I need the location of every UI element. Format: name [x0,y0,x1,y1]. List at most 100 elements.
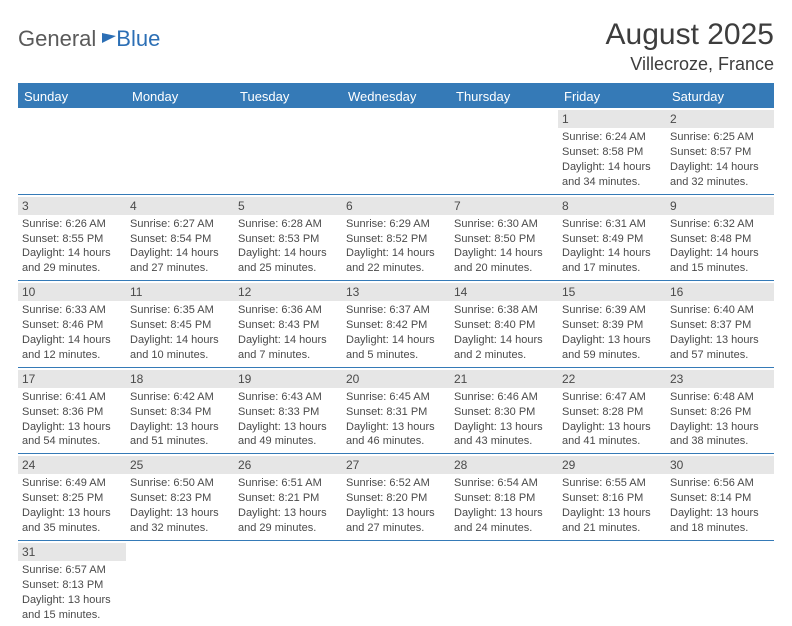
day-number: 20 [342,370,450,388]
day-cell: 15Sunrise: 6:39 AMSunset: 8:39 PMDayligh… [558,281,666,367]
day-cell: 29Sunrise: 6:55 AMSunset: 8:16 PMDayligh… [558,454,666,540]
daylight-line: Daylight: 13 hours and 21 minutes. [562,506,662,536]
day-cell: 11Sunrise: 6:35 AMSunset: 8:45 PMDayligh… [126,281,234,367]
day-cell: 18Sunrise: 6:42 AMSunset: 8:34 PMDayligh… [126,368,234,454]
sunrise-line: Sunrise: 6:33 AM [22,303,122,318]
logo-text-general: General [18,26,96,52]
day-number: 7 [450,197,558,215]
day-cell: 7Sunrise: 6:30 AMSunset: 8:50 PMDaylight… [450,195,558,281]
day-number: 13 [342,283,450,301]
sunrise-line: Sunrise: 6:49 AM [22,476,122,491]
weekday-header-cell: Monday [126,85,234,108]
sunset-line: Sunset: 8:25 PM [22,491,122,506]
day-number: 18 [126,370,234,388]
day-number: 28 [450,456,558,474]
sunset-line: Sunset: 8:42 PM [346,318,446,333]
day-cell: 4Sunrise: 6:27 AMSunset: 8:54 PMDaylight… [126,195,234,281]
day-cell: 23Sunrise: 6:48 AMSunset: 8:26 PMDayligh… [666,368,774,454]
calendar: SundayMondayTuesdayWednesdayThursdayFrid… [18,83,774,626]
day-cell: 31Sunrise: 6:57 AMSunset: 8:13 PMDayligh… [18,541,126,626]
empty-cell [666,541,774,626]
weekday-header-cell: Thursday [450,85,558,108]
sunrise-line: Sunrise: 6:56 AM [670,476,770,491]
empty-cell [342,541,450,626]
sunrise-line: Sunrise: 6:46 AM [454,390,554,405]
sunrise-line: Sunrise: 6:37 AM [346,303,446,318]
empty-cell [234,541,342,626]
page-header: General Blue August 2025 Villecroze, Fra… [18,18,774,75]
sunset-line: Sunset: 8:21 PM [238,491,338,506]
sunrise-line: Sunrise: 6:50 AM [130,476,230,491]
day-number: 12 [234,283,342,301]
day-cell: 24Sunrise: 6:49 AMSunset: 8:25 PMDayligh… [18,454,126,540]
sunrise-line: Sunrise: 6:25 AM [670,130,770,145]
sunset-line: Sunset: 8:33 PM [238,405,338,420]
daylight-line: Daylight: 13 hours and 43 minutes. [454,420,554,450]
sunrise-line: Sunrise: 6:51 AM [238,476,338,491]
daylight-line: Daylight: 14 hours and 2 minutes. [454,333,554,363]
day-number: 9 [666,197,774,215]
empty-cell [18,108,126,194]
day-number: 5 [234,197,342,215]
day-cell: 21Sunrise: 6:46 AMSunset: 8:30 PMDayligh… [450,368,558,454]
day-cell: 25Sunrise: 6:50 AMSunset: 8:23 PMDayligh… [126,454,234,540]
logo-arrow-icon [102,31,116,43]
daylight-line: Daylight: 14 hours and 32 minutes. [670,160,770,190]
sunset-line: Sunset: 8:14 PM [670,491,770,506]
sunrise-line: Sunrise: 6:31 AM [562,217,662,232]
sunrise-line: Sunrise: 6:29 AM [346,217,446,232]
day-number: 14 [450,283,558,301]
daylight-line: Daylight: 13 hours and 29 minutes. [238,506,338,536]
day-cell: 30Sunrise: 6:56 AMSunset: 8:14 PMDayligh… [666,454,774,540]
sunset-line: Sunset: 8:40 PM [454,318,554,333]
sunset-line: Sunset: 8:55 PM [22,232,122,247]
day-number: 19 [234,370,342,388]
sunset-line: Sunset: 8:57 PM [670,145,770,160]
day-number: 11 [126,283,234,301]
week-row: 10Sunrise: 6:33 AMSunset: 8:46 PMDayligh… [18,281,774,368]
day-number: 31 [18,543,126,561]
sunset-line: Sunset: 8:36 PM [22,405,122,420]
daylight-line: Daylight: 14 hours and 20 minutes. [454,246,554,276]
daylight-line: Daylight: 13 hours and 41 minutes. [562,420,662,450]
weekday-header-cell: Friday [558,85,666,108]
sunrise-line: Sunrise: 6:54 AM [454,476,554,491]
day-number: 21 [450,370,558,388]
daylight-line: Daylight: 13 hours and 27 minutes. [346,506,446,536]
sunrise-line: Sunrise: 6:47 AM [562,390,662,405]
day-number: 25 [126,456,234,474]
sunrise-line: Sunrise: 6:35 AM [130,303,230,318]
daylight-line: Daylight: 13 hours and 49 minutes. [238,420,338,450]
week-row: 1Sunrise: 6:24 AMSunset: 8:58 PMDaylight… [18,108,774,195]
sunset-line: Sunset: 8:39 PM [562,318,662,333]
daylight-line: Daylight: 14 hours and 25 minutes. [238,246,338,276]
sunrise-line: Sunrise: 6:36 AM [238,303,338,318]
sunrise-line: Sunrise: 6:38 AM [454,303,554,318]
day-cell: 1Sunrise: 6:24 AMSunset: 8:58 PMDaylight… [558,108,666,194]
day-cell: 28Sunrise: 6:54 AMSunset: 8:18 PMDayligh… [450,454,558,540]
daylight-line: Daylight: 13 hours and 15 minutes. [22,593,122,623]
sunset-line: Sunset: 8:45 PM [130,318,230,333]
empty-cell [126,108,234,194]
weekday-header-cell: Sunday [18,85,126,108]
sunrise-line: Sunrise: 6:57 AM [22,563,122,578]
daylight-line: Daylight: 14 hours and 15 minutes. [670,246,770,276]
daylight-line: Daylight: 13 hours and 24 minutes. [454,506,554,536]
daylight-line: Daylight: 14 hours and 34 minutes. [562,160,662,190]
sunrise-line: Sunrise: 6:27 AM [130,217,230,232]
sunset-line: Sunset: 8:46 PM [22,318,122,333]
sunset-line: Sunset: 8:43 PM [238,318,338,333]
sunrise-line: Sunrise: 6:55 AM [562,476,662,491]
empty-cell [342,108,450,194]
day-number: 27 [342,456,450,474]
day-number: 22 [558,370,666,388]
day-number: 17 [18,370,126,388]
day-cell: 17Sunrise: 6:41 AMSunset: 8:36 PMDayligh… [18,368,126,454]
week-row: 24Sunrise: 6:49 AMSunset: 8:25 PMDayligh… [18,454,774,541]
week-row: 31Sunrise: 6:57 AMSunset: 8:13 PMDayligh… [18,541,774,626]
daylight-line: Daylight: 13 hours and 59 minutes. [562,333,662,363]
day-cell: 2Sunrise: 6:25 AMSunset: 8:57 PMDaylight… [666,108,774,194]
month-title: August 2025 [606,18,774,52]
day-cell: 3Sunrise: 6:26 AMSunset: 8:55 PMDaylight… [18,195,126,281]
weekday-header-row: SundayMondayTuesdayWednesdayThursdayFrid… [18,85,774,108]
